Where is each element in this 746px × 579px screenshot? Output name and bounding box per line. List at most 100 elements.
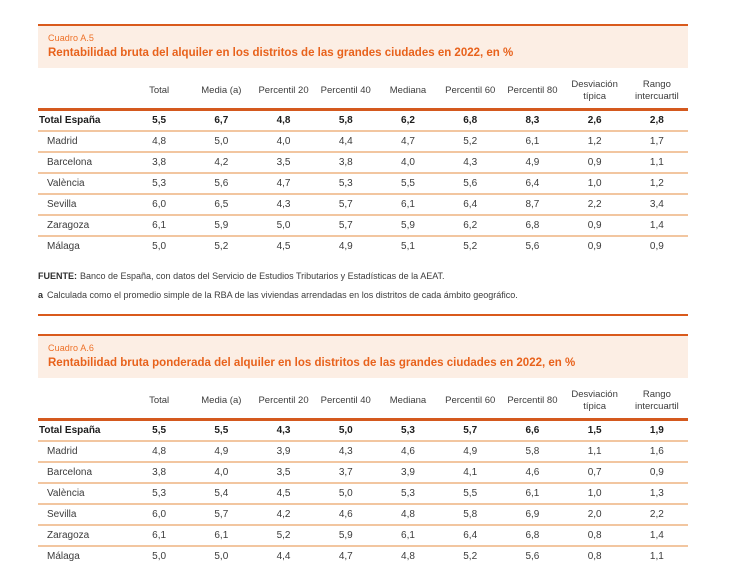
cell-value: 5,7: [214, 508, 229, 520]
row-label: Barcelona: [47, 466, 93, 478]
table-row: Málaga 5,0 5,0 4,4 4,7 4,8 5,2 5,6 0,8 1,1: [38, 546, 688, 566]
table-title: Rentabilidad bruta ponderada del alquile…: [48, 356, 576, 369]
cell-value: 5,3: [401, 487, 415, 499]
cell-value: 4,8: [152, 135, 167, 147]
cell-value: 4,9: [338, 240, 353, 252]
column-header: Desviación típica: [571, 79, 618, 102]
cell-value: 5,7: [338, 219, 353, 231]
cell-value: 6,1: [152, 529, 167, 541]
cell-value: 4,6: [525, 466, 540, 478]
cell-value: 5,8: [463, 508, 478, 520]
cell-value: 2,0: [587, 508, 602, 520]
column-header: Percentil 60: [445, 84, 496, 96]
cell-value: 5,1: [401, 240, 415, 252]
column-header: Media (a): [201, 84, 242, 96]
row-label: Total España: [39, 424, 101, 436]
cell-value: 3,8: [152, 466, 167, 478]
cell-value: 3,7: [338, 466, 353, 478]
cell-value: 5,0: [338, 487, 353, 499]
cell-value: 4,9: [463, 445, 478, 457]
column-header: Mediana: [389, 84, 427, 96]
cell-value: 4,2: [276, 508, 291, 520]
cell-value: 0,9: [649, 240, 664, 252]
row-label: València: [47, 487, 85, 499]
corner-cell: [38, 387, 128, 419]
cell-value: 5,0: [152, 240, 167, 252]
cell-value: 4,7: [338, 550, 353, 562]
cell-value: 6,2: [463, 219, 478, 231]
cell-value: 6,9: [525, 508, 540, 520]
row-label: Barcelona: [47, 156, 93, 168]
column-header: Rango intercuartil: [634, 79, 679, 102]
table-row: Barcelona 3,8 4,2 3,5 3,8 4,0 4,3 4,9 0,9 1,1: [38, 152, 688, 173]
cell-value: 6,1: [214, 529, 229, 541]
column-header: Total: [149, 84, 170, 96]
cell-value: 6,1: [525, 487, 540, 499]
cell-value: 4,5: [276, 240, 291, 252]
footnote: a Calculada como el promedio simple de la…: [38, 290, 688, 300]
cell-value: 5,2: [214, 240, 229, 252]
cell-value: 1,6: [649, 445, 664, 457]
cell-value: 5,5: [152, 424, 167, 436]
cell-value: 2,6: [587, 114, 602, 126]
cell-value: 6,0: [152, 508, 167, 520]
cell-value: 4,5: [276, 487, 291, 499]
cell-value: 4,7: [401, 135, 415, 147]
cell-value: 6,0: [152, 198, 167, 210]
footnote-marker: a: [38, 289, 44, 300]
cell-value: 5,6: [463, 177, 478, 189]
cell-value: 4,6: [338, 508, 353, 520]
cell-value: 6,5: [214, 198, 229, 210]
table-title: Rentabilidad bruta del alquiler en los d…: [48, 47, 514, 59]
column-header: Total: [149, 394, 170, 406]
cell-value: 6,8: [525, 529, 540, 541]
table-row: Zaragoza 6,1 5,9 5,0 5,7 5,9 6,2 6,8 0,9 1,4: [38, 215, 688, 236]
corner-cell: [38, 77, 128, 109]
table-row: Total España 5,5 5,5 4,3 5,0 5,3 5,7 6,6 1,5 1,9: [38, 419, 688, 441]
cell-value: 6,7: [214, 114, 229, 126]
cell-value: 5,2: [463, 135, 478, 147]
column-header: Percentil 40: [320, 84, 371, 96]
row-label: Zaragoza: [47, 529, 90, 541]
footnote-text: Calculada como el promedio simple de la …: [47, 289, 518, 300]
source-label: FUENTE:: [38, 270, 77, 281]
cell-value: 4,3: [463, 156, 478, 168]
cell-value: 5,0: [152, 550, 167, 562]
cell-value: 1,1: [649, 156, 664, 168]
table-row: València 5,3 5,6 4,7 5,3 5,5 5,6 6,4 1,0 1,2: [38, 173, 688, 194]
cell-value: 6,4: [525, 177, 540, 189]
table-row: Madrid 4,8 5,0 4,0 4,4 4,7 5,2 6,1 1,2 1,7: [38, 131, 688, 152]
table-number-label: Cuadro A.5: [48, 33, 95, 43]
cell-value: 5,0: [338, 424, 353, 436]
table-header-row: Total Media (a) Percentil 20 Percentil 40 Me…: [38, 387, 688, 419]
row-label: Madrid: [47, 135, 78, 147]
cell-value: 5,2: [463, 550, 478, 562]
cell-value: 5,6: [525, 550, 540, 562]
cell-value: 3,8: [338, 156, 353, 168]
table-row: Barcelona 3,8 4,0 3,5 3,7 3,9 4,1 4,6 0,7 0,9: [38, 462, 688, 483]
cell-value: 1,9: [649, 424, 664, 436]
cell-value: 5,5: [401, 177, 415, 189]
row-label: Sevilla: [47, 198, 77, 210]
cell-value: 4,4: [338, 135, 353, 147]
cell-value: 6,4: [463, 529, 478, 541]
cell-value: 4,7: [276, 177, 291, 189]
cell-value: 4,6: [401, 445, 415, 457]
cell-value: 1,1: [649, 550, 664, 562]
cell-value: 4,3: [276, 198, 291, 210]
row-label: Zaragoza: [47, 219, 90, 231]
cell-value: 5,7: [338, 198, 353, 210]
column-header: Percentil 80: [507, 394, 558, 406]
cell-value: 8,3: [525, 114, 540, 126]
cell-value: 5,6: [214, 177, 229, 189]
table-title-box: Cuadro A.5 Rentabilidad bruta del alquil…: [38, 26, 688, 68]
row-label: Total España: [39, 114, 101, 126]
cell-value: 4,9: [214, 445, 229, 457]
cell-value: 1,2: [649, 177, 664, 189]
cell-value: 4,8: [401, 508, 415, 520]
cell-value: 1,0: [587, 487, 602, 499]
cell-value: 5,8: [525, 445, 540, 457]
cell-value: 6,1: [525, 135, 540, 147]
column-header: Desviación típica: [571, 388, 618, 412]
column-header: Percentil 20: [258, 84, 309, 96]
